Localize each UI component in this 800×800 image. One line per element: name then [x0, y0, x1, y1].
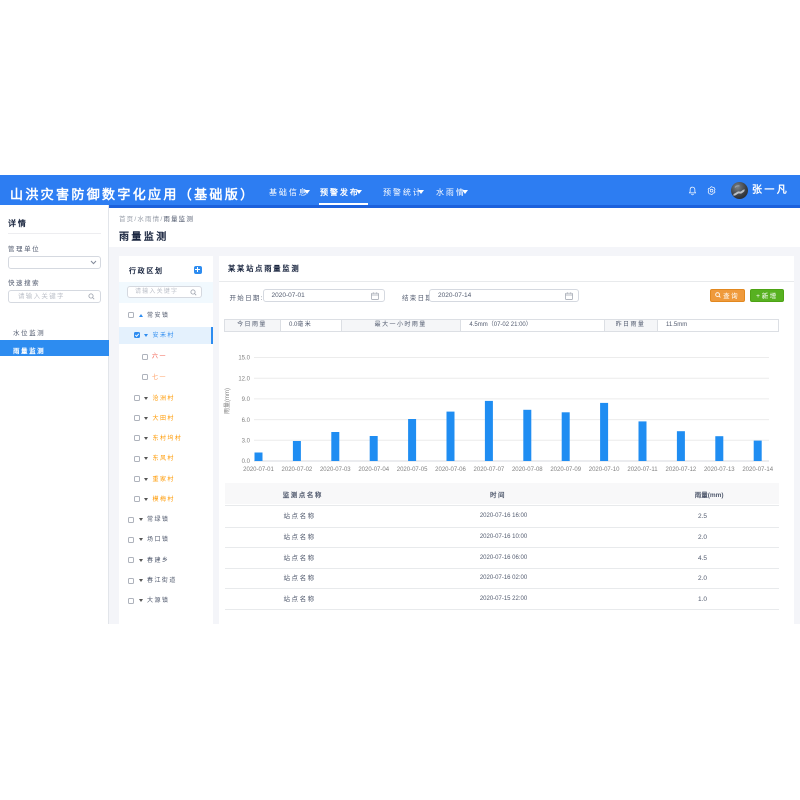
svg-text:15.0: 15.0 — [238, 356, 250, 362]
svg-text:2020-07-10: 2020-07-10 — [589, 467, 620, 473]
svg-text:12.0: 12.0 — [238, 376, 250, 382]
svg-text:2020-07-11: 2020-07-11 — [627, 467, 658, 473]
svg-text:0.0: 0.0 — [242, 459, 251, 465]
svg-text:2020-07-02: 2020-07-02 — [282, 467, 313, 473]
svg-text:9.0: 9.0 — [242, 397, 251, 403]
svg-text:2020-07-04: 2020-07-04 — [358, 467, 389, 473]
svg-text:2020-07-13: 2020-07-13 — [704, 467, 735, 473]
svg-text:2020-07-09: 2020-07-09 — [550, 467, 581, 473]
svg-text:3.0: 3.0 — [242, 439, 251, 445]
svg-text:2020-07-03: 2020-07-03 — [320, 467, 351, 473]
svg-text:2020-07-08: 2020-07-08 — [512, 467, 543, 473]
svg-text:2020-07-06: 2020-07-06 — [435, 467, 466, 473]
svg-text:2020-07-05: 2020-07-05 — [397, 467, 428, 473]
svg-text:2020-07-01: 2020-07-01 — [243, 467, 274, 473]
svg-text:雨量(mm): 雨量(mm) — [224, 388, 231, 414]
svg-text:2020-07-12: 2020-07-12 — [666, 467, 697, 473]
svg-text:2020-07-14: 2020-07-14 — [742, 467, 773, 473]
svg-text:6.0: 6.0 — [242, 418, 251, 424]
svg-text:2020-07-07: 2020-07-07 — [474, 467, 505, 473]
